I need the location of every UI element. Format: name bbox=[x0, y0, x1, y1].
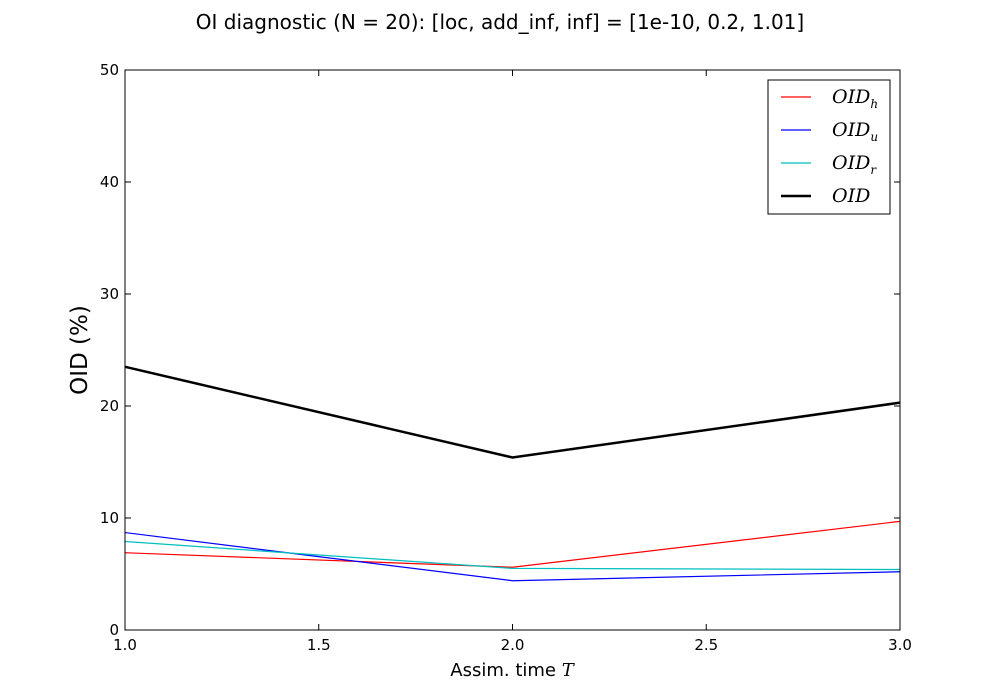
axis-ticks: 1.0 1.5 2.0 2.5 3.0 0 10 20 30 40 50 bbox=[100, 61, 912, 654]
x-axis-label-math: T bbox=[562, 660, 576, 681]
y-tick-label: 40 bbox=[100, 173, 119, 191]
series-line-oid bbox=[124, 365, 901, 459]
y-tick-label: 10 bbox=[100, 509, 119, 527]
series-line-oid-h bbox=[124, 520, 901, 568]
legend-label: OIDu bbox=[832, 119, 878, 144]
legend-label: OID bbox=[832, 185, 870, 207]
legend-entries: OIDh OIDu OIDr OID bbox=[781, 86, 878, 207]
x-axis-label: Assim. time T bbox=[450, 660, 575, 681]
x-tick-label: 2.5 bbox=[694, 636, 718, 654]
y-axis-label: OID (%) bbox=[67, 305, 93, 395]
y-tick-label: 30 bbox=[100, 285, 119, 303]
legend-box bbox=[767, 79, 891, 215]
legend-entry-oid-r: OIDr bbox=[781, 152, 877, 177]
x-tick-label: 1.0 bbox=[113, 636, 137, 654]
series-line-oid-u bbox=[124, 531, 901, 582]
legend-label: OIDr bbox=[832, 152, 877, 177]
x-tick-label: 1.5 bbox=[307, 636, 331, 654]
y-tick-label: 0 bbox=[109, 621, 119, 639]
chart-title: OI diagnostic (N = 20): [loc, add_inf, i… bbox=[196, 10, 804, 34]
legend-entry-oid-u: OIDu bbox=[781, 119, 878, 144]
legend-entry-oid: OID bbox=[781, 185, 870, 207]
legend-entry-oid-h: OIDh bbox=[781, 86, 878, 111]
x-tick-label: 2.0 bbox=[501, 636, 525, 654]
plot-frame bbox=[124, 69, 901, 631]
x-tick-label: 3.0 bbox=[888, 636, 912, 654]
y-tick-label: 50 bbox=[100, 61, 119, 79]
series-lines bbox=[124, 365, 901, 582]
legend: OIDh OIDu OIDr OID bbox=[767, 79, 891, 215]
x-axis-label-text: Assim. time bbox=[450, 660, 561, 681]
series-line-oid-r bbox=[124, 540, 901, 571]
y-tick-label: 20 bbox=[100, 397, 119, 415]
legend-label: OIDh bbox=[832, 86, 878, 111]
